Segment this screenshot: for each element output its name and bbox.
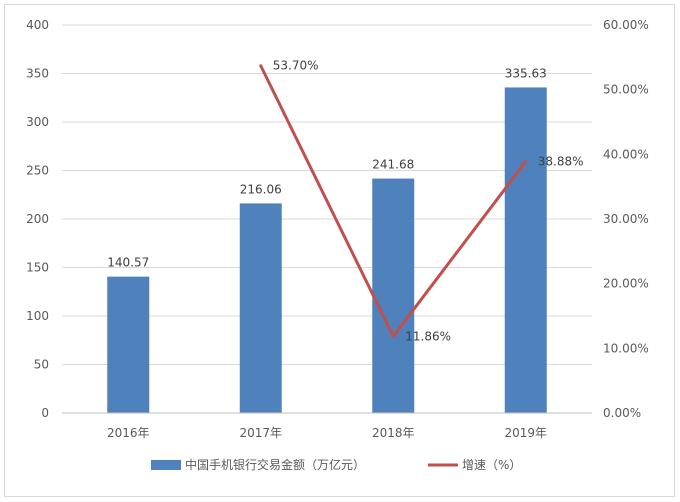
line-point xyxy=(259,64,263,68)
left-axis-tick-label: 300 xyxy=(26,115,49,129)
line-point xyxy=(524,160,528,164)
right-axis-tick-label: 60.00% xyxy=(603,18,649,32)
bar-series xyxy=(107,87,547,413)
left-axis-tick-label: 200 xyxy=(26,212,49,226)
right-axis-tick-label: 10.00% xyxy=(603,341,649,355)
legend-swatch-bar xyxy=(151,460,181,470)
bar xyxy=(239,203,282,413)
left-axis-tick-label: 250 xyxy=(26,164,49,178)
line-data-label: 11.86% xyxy=(405,329,451,343)
legend-label-line: 增速（%） xyxy=(462,458,521,472)
chart-frame xyxy=(4,4,675,497)
x-axis-tick-label: 2019年 xyxy=(504,426,547,440)
axes: 0 50 100 150 200 250 300 350 400 0.00% 10.00% 20.00… xyxy=(26,18,649,440)
right-axis-tick-label: 40.00% xyxy=(603,147,649,161)
left-axis-tick-label: 0 xyxy=(41,406,49,420)
bar-data-label: 140.57 xyxy=(107,256,149,270)
line-point xyxy=(391,334,395,338)
bar-data-label: 241.68 xyxy=(372,158,414,172)
legend-label-bar: 中国手机银行交易金额（万亿元） xyxy=(185,457,365,472)
right-axis-tick-label: 30.00% xyxy=(603,212,649,226)
bar-data-label: 335.63 xyxy=(505,66,547,80)
line-data-label: 53.70% xyxy=(273,59,319,73)
right-axis-tick-label: 50.00% xyxy=(603,83,649,97)
right-axis-tick-label: 20.00% xyxy=(603,277,649,291)
bar-data-label: 216.06 xyxy=(240,182,282,196)
data-labels: 140.57 216.06 241.68 335.63 53.70% 11.86% 38.8… xyxy=(107,59,583,344)
line-series xyxy=(259,64,528,338)
left-axis-tick-label: 100 xyxy=(26,309,49,323)
line-data-label: 38.88% xyxy=(538,155,584,169)
left-axis-tick-label: 150 xyxy=(26,261,49,275)
bar xyxy=(107,276,150,413)
right-axis-tick-label: 0.00% xyxy=(603,406,641,420)
x-axis-tick-label: 2016年 xyxy=(107,426,150,440)
bar xyxy=(504,87,547,413)
left-axis-tick-label: 50 xyxy=(34,358,49,372)
legend: 中国手机银行交易金额（万亿元） 增速（%） xyxy=(151,457,521,472)
x-axis-tick-label: 2018年 xyxy=(372,426,415,440)
bar xyxy=(372,178,415,413)
left-axis-tick-label: 400 xyxy=(26,18,49,32)
x-axis-tick-label: 2017年 xyxy=(239,426,282,440)
left-axis-tick-label: 350 xyxy=(26,67,49,81)
